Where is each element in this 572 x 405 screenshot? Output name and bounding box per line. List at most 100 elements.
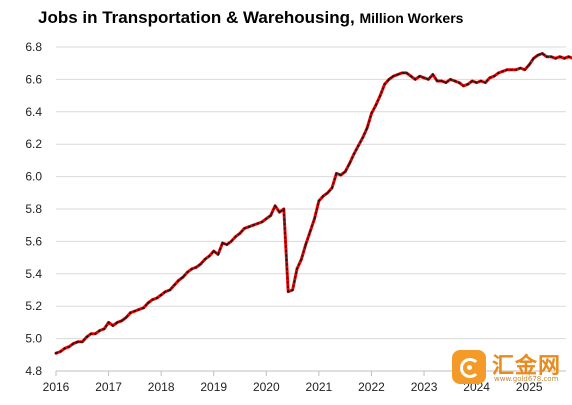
data-point bbox=[344, 170, 347, 173]
data-point bbox=[374, 104, 377, 107]
watermark-url: www.gold678.com bbox=[494, 375, 559, 383]
data-point bbox=[335, 172, 338, 175]
data-point bbox=[120, 319, 123, 322]
data-point bbox=[269, 214, 272, 217]
data-point bbox=[453, 79, 456, 83]
data-point bbox=[186, 271, 189, 274]
data-point bbox=[387, 78, 391, 81]
data-point bbox=[216, 253, 220, 256]
x-tick-label: 2022 bbox=[358, 380, 385, 394]
series-line bbox=[54, 52, 572, 355]
data-point bbox=[234, 235, 237, 238]
data-point bbox=[567, 55, 570, 58]
data-point bbox=[230, 240, 233, 243]
data-point bbox=[563, 57, 566, 60]
data-point bbox=[252, 224, 255, 227]
data-point bbox=[190, 267, 193, 271]
data-point bbox=[221, 241, 224, 245]
data-point bbox=[479, 79, 483, 83]
x-axis: 2016 2017 2018 2019 2020 2021 2022 2023 2024 2025 bbox=[43, 371, 543, 394]
watermark-brand: 汇金网 bbox=[492, 354, 562, 379]
data-point bbox=[326, 191, 329, 194]
x-tick-label: 2023 bbox=[411, 380, 438, 394]
data-point bbox=[313, 217, 316, 220]
x-tick-label: 2025 bbox=[516, 380, 543, 394]
data-point bbox=[168, 288, 172, 292]
data-point bbox=[497, 71, 500, 75]
data-point bbox=[173, 284, 176, 287]
data-point bbox=[440, 79, 443, 83]
data-point bbox=[124, 316, 128, 319]
data-point bbox=[554, 57, 557, 60]
data-point bbox=[291, 288, 294, 292]
data-point bbox=[85, 335, 88, 339]
data-point bbox=[484, 81, 487, 84]
data-point bbox=[243, 227, 246, 230]
data-point bbox=[370, 112, 373, 115]
data-point bbox=[528, 63, 531, 66]
data-point bbox=[352, 152, 356, 156]
data-point bbox=[348, 162, 351, 165]
data-point bbox=[195, 266, 198, 269]
data-point bbox=[379, 94, 382, 97]
data-point bbox=[523, 68, 526, 71]
y-tick-label: 5.2 bbox=[25, 299, 42, 313]
data-point bbox=[458, 81, 461, 84]
data-point bbox=[151, 298, 154, 301]
data-point bbox=[558, 55, 561, 58]
data-point bbox=[76, 340, 80, 343]
data-point bbox=[427, 78, 430, 81]
data-point bbox=[265, 217, 268, 220]
data-point bbox=[146, 301, 150, 305]
y-tick-label: 6.0 bbox=[25, 170, 42, 184]
y-axis: 4.8 5.0 5.2 5.4 5.6 5.8 6.0 6.2 6.4 6.6 6.8 bbox=[25, 40, 42, 378]
data-point bbox=[181, 275, 185, 279]
y-tick-label: 5.4 bbox=[25, 267, 42, 281]
data-point bbox=[401, 71, 404, 75]
data-point bbox=[256, 222, 259, 225]
data-point bbox=[203, 258, 207, 261]
data-point bbox=[54, 352, 58, 355]
data-point bbox=[238, 232, 242, 235]
data-point bbox=[409, 75, 412, 78]
data-point bbox=[300, 258, 303, 261]
data-point bbox=[103, 327, 106, 330]
x-tick-label: 2018 bbox=[148, 380, 175, 394]
data-point bbox=[488, 76, 491, 79]
data-point bbox=[396, 73, 399, 76]
data-point bbox=[72, 342, 75, 345]
y-tick-label: 6.8 bbox=[25, 40, 42, 54]
data-point bbox=[431, 73, 434, 76]
data-point bbox=[501, 70, 505, 73]
x-tick-label: 2019 bbox=[200, 380, 227, 394]
data-point bbox=[466, 83, 469, 86]
gridlines bbox=[56, 46, 566, 372]
data-point bbox=[330, 186, 334, 190]
x-tick-label: 2021 bbox=[306, 380, 333, 394]
data-point bbox=[133, 309, 136, 313]
data-point bbox=[111, 324, 115, 327]
data-point bbox=[357, 144, 360, 147]
data-point bbox=[107, 321, 110, 324]
y-tick-label: 5.8 bbox=[25, 202, 42, 216]
data-point bbox=[471, 79, 474, 83]
data-point bbox=[493, 75, 496, 78]
plot-area bbox=[54, 52, 572, 355]
data-point bbox=[160, 293, 163, 296]
data-point bbox=[532, 57, 535, 60]
data-point bbox=[273, 204, 277, 207]
data-point bbox=[322, 194, 325, 198]
data-point bbox=[142, 306, 145, 309]
data-point bbox=[449, 78, 452, 81]
data-point bbox=[550, 55, 553, 58]
y-tick-label: 4.8 bbox=[25, 364, 42, 378]
data-point bbox=[405, 71, 408, 75]
data-point bbox=[260, 220, 264, 224]
data-point bbox=[81, 340, 84, 343]
data-point bbox=[129, 311, 132, 314]
data-point bbox=[304, 243, 307, 246]
data-point bbox=[444, 81, 448, 84]
data-point bbox=[519, 66, 522, 70]
data-point bbox=[366, 126, 369, 130]
x-tick-label: 2020 bbox=[253, 380, 280, 394]
